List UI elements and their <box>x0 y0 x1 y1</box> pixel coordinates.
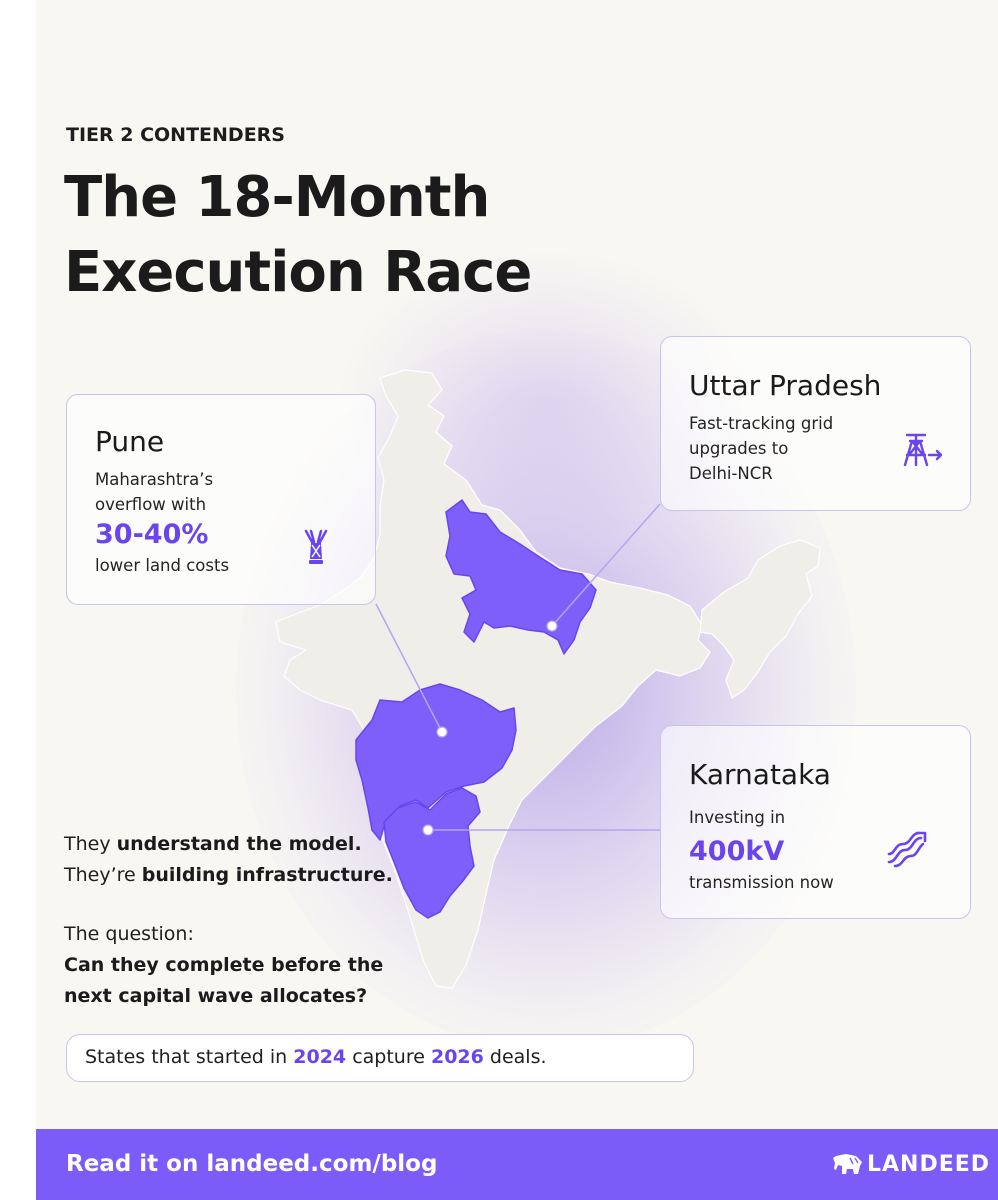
pune-connector <box>375 603 443 733</box>
power-lines-arrow-icon <box>887 831 927 868</box>
eyebrow-label: TIER 2 CONTENDERS <box>66 124 285 146</box>
transmission-tower-arrow-icon <box>903 433 943 467</box>
question-label: The question: <box>64 923 194 945</box>
pune-marker <box>436 726 448 738</box>
title-line-1: The 18-Month <box>64 165 490 230</box>
callout-year-2: 2026 <box>430 1046 484 1068</box>
card-pune: Pune Maharashtra’s overflow with 30-40% … <box>66 394 376 605</box>
card-pune-stat: 30-40% <box>95 519 209 550</box>
body-paragraph-1: They understand the model. They’re build… <box>64 829 393 891</box>
card-karnataka-body: Investing in 400kV transmission now <box>689 805 834 895</box>
question-line-1: Can they complete before the <box>64 950 383 981</box>
body-line-2-a: They’re <box>64 864 142 886</box>
card-karnataka-line1: Investing in <box>689 808 786 827</box>
card-pune-line3: lower land costs <box>95 556 230 575</box>
card-pune-title: Pune <box>95 425 165 458</box>
title-line-2: Execution Race <box>64 240 532 305</box>
callout-part-3: deals. <box>483 1046 547 1068</box>
question-line-2-text: next capital wave allocates? <box>64 985 368 1007</box>
callout-text: States that started in 2024 capture 2026… <box>85 1046 547 1068</box>
card-up-title: Uttar Pradesh <box>689 369 882 402</box>
karnataka-region <box>383 787 481 919</box>
body-line-1-a: They <box>64 833 117 855</box>
up-marker <box>546 620 558 632</box>
callout-year-1: 2024 <box>293 1046 347 1068</box>
uttar-pradesh-region <box>445 499 597 655</box>
maharashtra-region <box>355 683 517 841</box>
brand-name: LANDEED <box>867 1152 991 1177</box>
body-line-2-b: building infrastructure. <box>141 864 393 886</box>
card-pune-body: Maharashtra’s overflow with 30-40% lower… <box>95 467 229 578</box>
india-map <box>275 369 821 989</box>
question-line-2: next capital wave allocates? <box>64 981 383 1012</box>
body-line-1-b: understand the model. <box>116 833 362 855</box>
card-karnataka-stat: 400kV <box>689 836 785 867</box>
body-line-2: They’re building infrastructure. <box>64 860 393 891</box>
card-pune-line1: Maharashtra’s <box>95 470 214 489</box>
body-paragraph-2: The question: Can they complete before t… <box>64 919 383 1012</box>
card-uttar-pradesh: Uttar Pradesh Fast-tracking grid upgrade… <box>660 336 971 511</box>
card-pune-line2: overflow with <box>95 495 207 514</box>
card-up-body: Fast-tracking grid upgrades to Delhi-NCR <box>689 411 833 486</box>
data-tower-icon <box>304 529 328 564</box>
page-title: The 18-Month Execution Race <box>64 160 532 310</box>
footer-bar: Read it on landeed.com/blog LANDEED <box>36 1129 998 1200</box>
card-karnataka: Karnataka Investing in 400kV transmissio… <box>660 725 971 919</box>
callout-part-2: capture <box>346 1046 431 1068</box>
card-up-line2: upgrades to <box>689 439 789 458</box>
card-karnataka-line2: transmission now <box>689 873 834 892</box>
up-connector <box>551 503 661 627</box>
india-northeast <box>699 539 821 699</box>
karnataka-marker <box>422 824 434 836</box>
footer-cta-link[interactable]: Read it on landeed.com/blog <box>66 1151 438 1177</box>
callout-part-1: States that started in <box>85 1046 294 1068</box>
card-up-line3: Delhi-NCR <box>689 464 773 483</box>
callout-pill: States that started in 2024 capture 2026… <box>66 1034 694 1082</box>
question-line-1-text: Can they complete before the <box>64 954 384 976</box>
body-line-1: They understand the model. <box>64 829 393 860</box>
elephant-logo-icon <box>833 1154 862 1174</box>
card-karnataka-title: Karnataka <box>689 758 831 791</box>
card-up-line1: Fast-tracking grid <box>689 414 834 433</box>
